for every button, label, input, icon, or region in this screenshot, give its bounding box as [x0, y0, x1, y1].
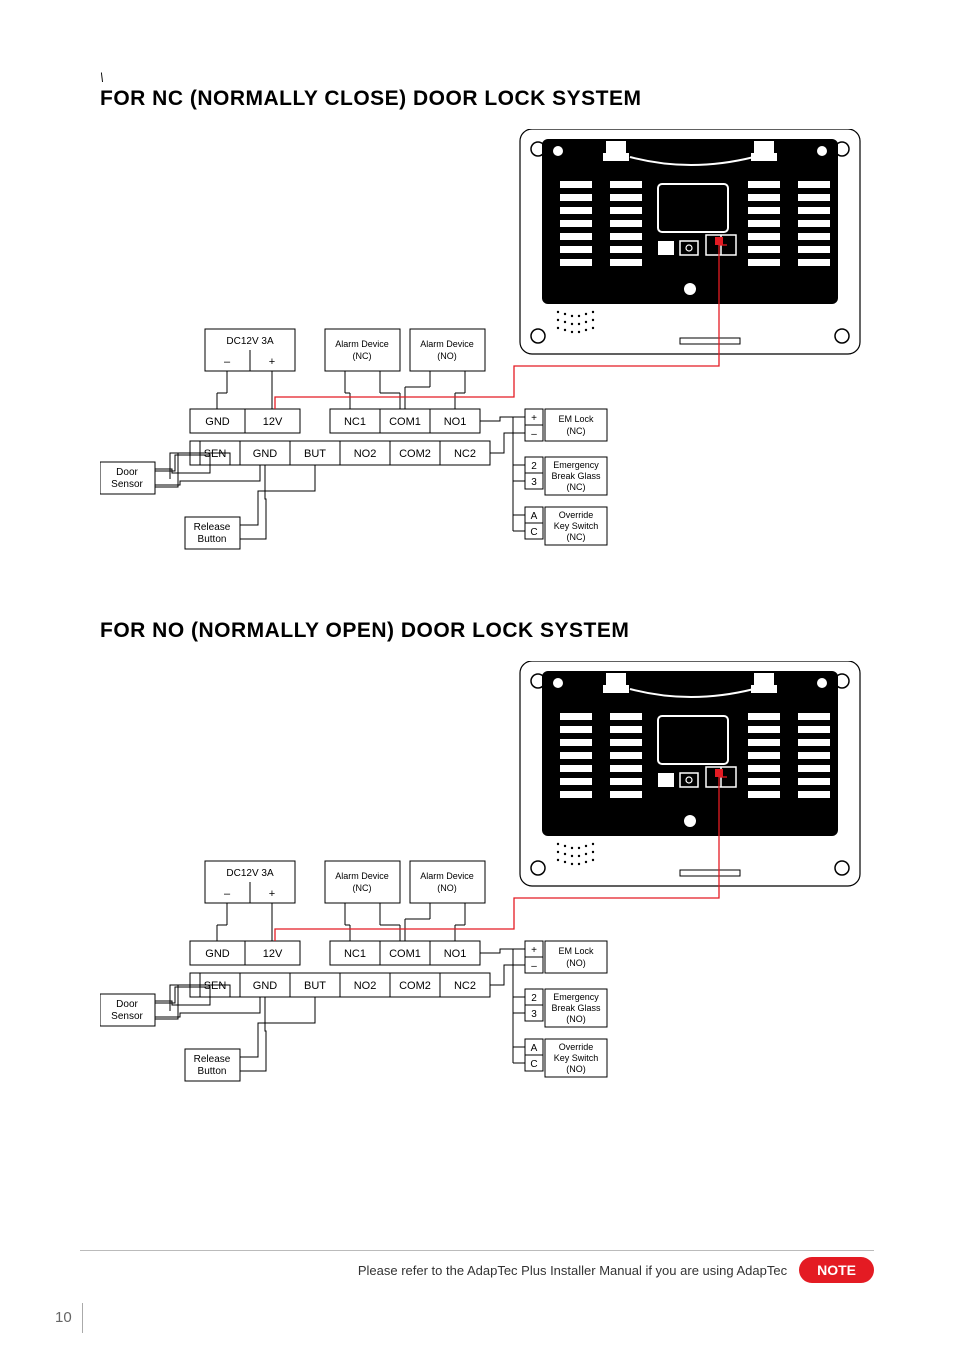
svg-text:C: C — [530, 1059, 537, 1070]
svg-text:+: + — [531, 945, 537, 956]
svg-text:3: 3 — [531, 477, 537, 488]
svg-text:(NC): (NC) — [567, 532, 586, 542]
svg-text:+: + — [269, 356, 275, 368]
svg-text:(NC): (NC) — [567, 426, 586, 436]
svg-text:A: A — [531, 511, 538, 522]
svg-text:BUT: BUT — [304, 980, 326, 992]
svg-text:Alarm Device: Alarm Device — [335, 339, 389, 349]
svg-text:NO1: NO1 — [444, 416, 467, 428]
footer: Please refer to the AdapTec Plus Install… — [80, 1250, 874, 1283]
svg-text:GND: GND — [205, 948, 230, 960]
svg-text:NO1: NO1 — [444, 948, 467, 960]
svg-text:3: 3 — [531, 1009, 537, 1020]
svg-text:NC1: NC1 — [344, 948, 366, 960]
svg-text:Sensor: Sensor — [111, 479, 143, 490]
svg-text:(NC): (NC) — [567, 482, 586, 492]
svg-text:NC2: NC2 — [454, 448, 476, 460]
footer-text: Please refer to the AdapTec Plus Install… — [358, 1263, 787, 1278]
svg-text:BUT: BUT — [304, 448, 326, 460]
note-badge: NOTE — [799, 1257, 874, 1283]
svg-text:SEN: SEN — [204, 448, 227, 460]
svg-text:Alarm Device: Alarm Device — [420, 339, 474, 349]
svg-text:Key Switch: Key Switch — [554, 521, 599, 531]
svg-text:Alarm Device: Alarm Device — [335, 871, 389, 881]
svg-text:Key Switch: Key Switch — [554, 1053, 599, 1063]
svg-text:Button: Button — [198, 1066, 227, 1077]
svg-text:C: C — [530, 527, 537, 538]
svg-text:DC12V 3A: DC12V 3A — [226, 868, 274, 879]
svg-text:(NO): (NO) — [437, 351, 457, 361]
svg-text:–: – — [531, 961, 537, 972]
svg-text:+: + — [269, 888, 275, 900]
svg-text:12V: 12V — [263, 416, 283, 428]
svg-text:Button: Button — [198, 534, 227, 545]
svg-text:Override: Override — [559, 510, 594, 520]
svg-text:Alarm Device: Alarm Device — [420, 871, 474, 881]
svg-text:–: – — [531, 429, 537, 440]
svg-text:Door: Door — [116, 467, 138, 478]
svg-text:Break Glass: Break Glass — [551, 1003, 601, 1013]
svg-text:EM Lock: EM Lock — [558, 946, 594, 956]
svg-text:(NC): (NC) — [353, 883, 372, 893]
svg-text:Break Glass: Break Glass — [551, 471, 601, 481]
svg-text:A: A — [531, 1043, 538, 1054]
svg-text:NC2: NC2 — [454, 980, 476, 992]
svg-text:NO2: NO2 — [354, 980, 377, 992]
svg-text:SEN: SEN — [204, 980, 227, 992]
svg-text:Release: Release — [194, 1054, 231, 1065]
svg-text:NO2: NO2 — [354, 448, 377, 460]
svg-text:Door: Door — [116, 999, 138, 1010]
svg-text:(NO): (NO) — [437, 883, 457, 893]
svg-text:2: 2 — [531, 993, 537, 1004]
diagram-nc: DC12V 3A – + Alarm Device (NC) Alarm Device (N… — [100, 129, 870, 569]
svg-text:Emergency: Emergency — [553, 992, 599, 1002]
svg-text:NC1: NC1 — [344, 416, 366, 428]
svg-text:12V: 12V — [263, 948, 283, 960]
svg-text:GND: GND — [205, 416, 230, 428]
svg-text:Sensor: Sensor — [111, 1011, 143, 1022]
svg-text:COM1: COM1 — [389, 948, 421, 960]
svg-text:COM1: COM1 — [389, 416, 421, 428]
svg-text:Override: Override — [559, 1042, 594, 1052]
svg-text:Emergency: Emergency — [553, 460, 599, 470]
svg-text:Release: Release — [194, 522, 231, 533]
svg-text:2: 2 — [531, 461, 537, 472]
svg-text:(NO): (NO) — [566, 958, 586, 968]
svg-text:DC12V 3A: DC12V 3A — [226, 336, 274, 347]
svg-text:+: + — [531, 413, 537, 424]
backslash-char: \ — [100, 70, 894, 85]
svg-text:(NC): (NC) — [353, 351, 372, 361]
diagram-no: DC12V 3A – + Alarm Device (NC) Alarm Device (N… — [100, 661, 870, 1101]
svg-text:COM2: COM2 — [399, 448, 431, 460]
svg-text:(NO): (NO) — [566, 1014, 586, 1024]
svg-text:–: – — [224, 888, 231, 900]
page-number: 10 — [55, 1303, 83, 1333]
svg-text:GND: GND — [253, 980, 278, 992]
svg-text:COM2: COM2 — [399, 980, 431, 992]
heading-nc: FOR NC (NORMALLY CLOSE) DOOR LOCK SYSTEM — [100, 87, 894, 111]
svg-text:–: – — [224, 356, 231, 368]
svg-text:(NO): (NO) — [566, 1064, 586, 1074]
svg-text:GND: GND — [253, 448, 278, 460]
heading-no: FOR NO (NORMALLY OPEN) DOOR LOCK SYSTEM — [100, 619, 894, 643]
svg-text:EM Lock: EM Lock — [558, 414, 594, 424]
